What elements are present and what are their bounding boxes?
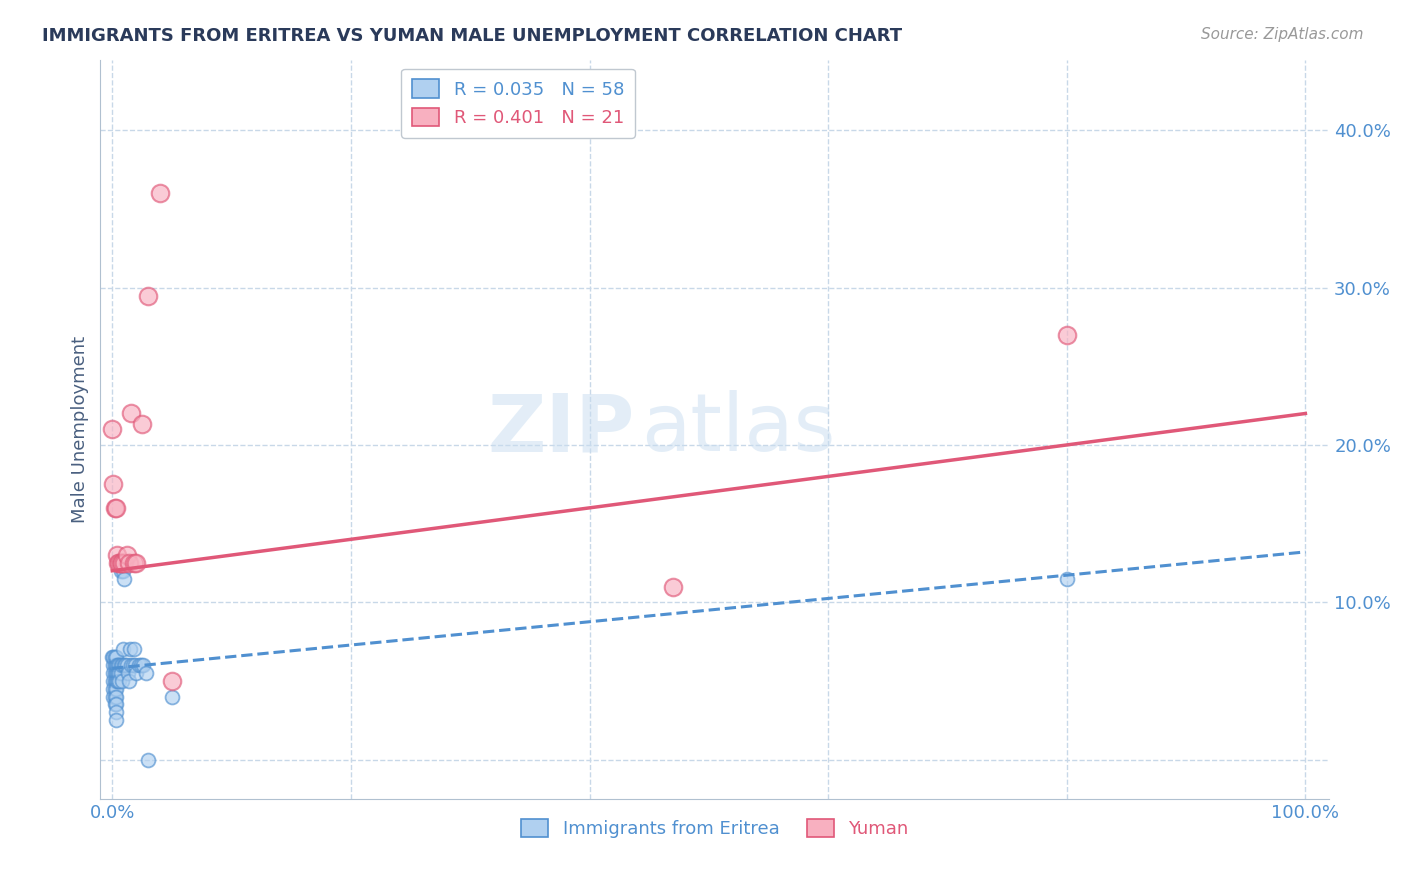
Point bbox=[101, 422, 124, 436]
Point bbox=[104, 658, 127, 673]
Point bbox=[1056, 327, 1078, 342]
Point bbox=[108, 673, 131, 688]
Point bbox=[103, 658, 125, 673]
Point bbox=[128, 658, 150, 673]
Point bbox=[112, 658, 135, 673]
Point bbox=[120, 642, 142, 657]
Text: IMMIGRANTS FROM ERITREA VS YUMAN MALE UNEMPLOYMENT CORRELATION CHART: IMMIGRANTS FROM ERITREA VS YUMAN MALE UN… bbox=[42, 27, 903, 45]
Point bbox=[122, 556, 145, 570]
Point bbox=[104, 706, 127, 720]
Point bbox=[108, 556, 131, 570]
Point bbox=[104, 698, 127, 712]
Point bbox=[120, 658, 142, 673]
Point bbox=[105, 548, 128, 562]
Point bbox=[111, 658, 134, 673]
Point bbox=[135, 665, 157, 680]
Point bbox=[104, 650, 127, 665]
Point bbox=[111, 556, 134, 570]
Point bbox=[104, 500, 127, 515]
Point bbox=[104, 681, 127, 696]
Point bbox=[107, 673, 129, 688]
Point bbox=[132, 658, 155, 673]
Point bbox=[103, 477, 125, 491]
Point bbox=[115, 548, 138, 562]
Point bbox=[104, 681, 127, 696]
Point bbox=[103, 673, 125, 688]
Point bbox=[122, 642, 145, 657]
Point bbox=[103, 690, 125, 704]
Point bbox=[160, 690, 183, 704]
Point bbox=[118, 673, 141, 688]
Point bbox=[114, 658, 136, 673]
Legend: Immigrants from Eritrea, Yuman: Immigrants from Eritrea, Yuman bbox=[515, 812, 915, 846]
Point bbox=[124, 658, 146, 673]
Y-axis label: Male Unemployment: Male Unemployment bbox=[72, 335, 89, 523]
Point bbox=[125, 556, 148, 570]
Point bbox=[160, 673, 183, 688]
Point bbox=[111, 642, 134, 657]
Point bbox=[115, 658, 138, 673]
Point bbox=[105, 658, 128, 673]
Point bbox=[131, 417, 153, 432]
Text: Source: ZipAtlas.com: Source: ZipAtlas.com bbox=[1201, 27, 1364, 42]
Point bbox=[103, 665, 125, 680]
Point bbox=[110, 658, 132, 673]
Point bbox=[104, 673, 127, 688]
Point bbox=[108, 658, 131, 673]
Point bbox=[125, 665, 148, 680]
Point bbox=[108, 665, 131, 680]
Point bbox=[1056, 572, 1078, 586]
Point bbox=[136, 288, 159, 302]
Point bbox=[111, 673, 134, 688]
Point bbox=[662, 580, 685, 594]
Point bbox=[104, 650, 127, 665]
Point bbox=[104, 500, 127, 515]
Point bbox=[129, 658, 152, 673]
Point bbox=[120, 407, 142, 421]
Point bbox=[110, 556, 132, 570]
Point bbox=[149, 186, 172, 201]
Point bbox=[104, 690, 127, 704]
Text: atlas: atlas bbox=[641, 390, 835, 468]
Point bbox=[105, 665, 128, 680]
Point bbox=[107, 665, 129, 680]
Point bbox=[121, 658, 143, 673]
Point bbox=[105, 673, 128, 688]
Point bbox=[104, 690, 127, 704]
Point bbox=[104, 673, 127, 688]
Point bbox=[107, 658, 129, 673]
Point bbox=[104, 665, 127, 680]
Point bbox=[101, 650, 124, 665]
Point bbox=[110, 564, 132, 578]
Point bbox=[104, 658, 127, 673]
Point bbox=[104, 665, 127, 680]
Point bbox=[107, 556, 129, 570]
Point bbox=[112, 572, 135, 586]
Point bbox=[103, 650, 125, 665]
Point bbox=[104, 698, 127, 712]
Point bbox=[110, 665, 132, 680]
Point bbox=[111, 564, 134, 578]
Point bbox=[136, 752, 159, 766]
Point bbox=[117, 665, 139, 680]
Point bbox=[103, 681, 125, 696]
Text: ZIP: ZIP bbox=[488, 390, 636, 468]
Point bbox=[118, 556, 141, 570]
Point bbox=[112, 556, 135, 570]
Point bbox=[104, 713, 127, 727]
